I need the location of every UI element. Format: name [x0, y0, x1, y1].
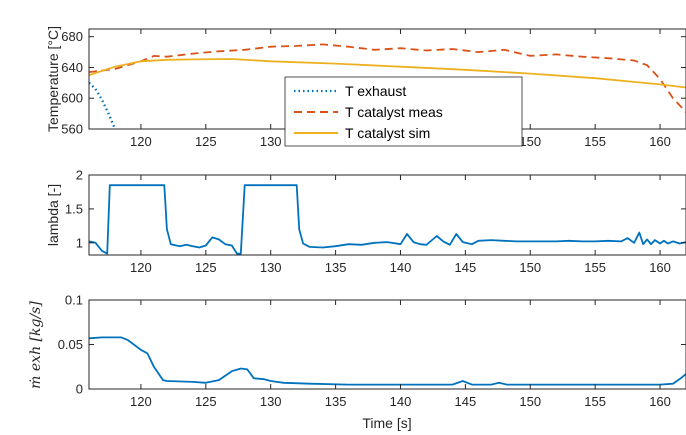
y-tick-label: 2 [76, 168, 83, 183]
mass-flow-ylabel: ṁ exh [kg/s] [28, 301, 44, 389]
temperature-series-layer [89, 43, 686, 129]
y-tick-label: 600 [61, 91, 83, 106]
legend-label-t-catalyst-sim: T catalyst sim [345, 125, 430, 141]
series-line-t-exhaust [89, 81, 117, 129]
mass-flow-series-layer [89, 336, 686, 386]
y-tick-label: 0.05 [58, 337, 83, 352]
y-tick-label: 640 [61, 60, 83, 75]
mass-flow-panel: 120 125 130 135 140 145 150 155 160 0 0.05 0.1 ṁ ex… [28, 293, 686, 431]
x-tick-label: 130 [260, 134, 282, 149]
x-axis-label: Time [s] [362, 415, 411, 431]
x-tick-label: 125 [195, 394, 217, 409]
x-tick-label: 145 [455, 260, 477, 275]
x-tick-label: 135 [325, 394, 347, 409]
x-tick-label: 155 [584, 134, 606, 149]
series-line-panel-3-1 [89, 336, 686, 386]
legend-label-t-catalyst-meas: T catalyst meas [345, 104, 443, 120]
x-tick-label: 155 [584, 260, 606, 275]
legend: T exhaust T catalyst meas T catalyst sim [284, 76, 523, 147]
lambda-ticks: 120 125 130 135 140 145 150 155 160 1 1.5 2 [65, 168, 686, 275]
x-tick-label: 120 [130, 134, 152, 149]
lambda-axes-frame [88, 174, 686, 256]
legend-label-t-exhaust: T exhaust [345, 83, 406, 99]
x-tick-label: 160 [649, 394, 671, 409]
temperature-panel: 120125130135140145150155160560600640680 … [45, 26, 686, 149]
x-tick-label: 150 [519, 134, 541, 149]
x-tick-label: 160 [649, 134, 671, 149]
mass-flow-axes-frame [88, 299, 686, 390]
x-tick-label: 120 [130, 260, 152, 275]
y-tick-label: 1.5 [65, 201, 83, 216]
x-tick-label: 130 [260, 394, 282, 409]
x-tick-label: 150 [519, 394, 541, 409]
x-tick-label: 160 [649, 260, 671, 275]
x-tick-label: 125 [195, 260, 217, 275]
x-tick-label: 155 [584, 394, 606, 409]
x-tick-label: 140 [390, 260, 412, 275]
y-tick-label: 680 [61, 29, 83, 44]
x-tick-label: 130 [260, 260, 282, 275]
mass-flow-ticks: 120 125 130 135 140 145 150 155 160 0 0.05 0.1 [58, 293, 686, 409]
y-tick-label: 0 [76, 382, 83, 397]
x-tick-label: 125 [195, 134, 217, 149]
lambda-panel: 120 125 130 135 140 145 150 155 160 1 1.5 2 lambda … [45, 168, 686, 275]
x-tick-label: 145 [455, 394, 477, 409]
series-line-t-catalyst-sim [89, 58, 686, 89]
x-tick-label: 150 [519, 260, 541, 275]
lambda-series-layer [89, 184, 686, 255]
series-line-panel-2-1 [89, 184, 686, 255]
x-tick-label: 135 [325, 260, 347, 275]
lambda-ylabel: lambda [-] [45, 184, 61, 246]
temperature-ylabel: Temperature [°C] [45, 26, 61, 132]
y-tick-label: 0.1 [65, 293, 83, 308]
x-tick-label: 140 [390, 394, 412, 409]
series-line-t-catalyst-meas [89, 43, 686, 113]
mass-flow-axes-area [89, 300, 686, 389]
x-tick-label: 120 [130, 394, 152, 409]
y-tick-label: 560 [61, 122, 83, 137]
y-tick-label: 1 [76, 235, 83, 250]
